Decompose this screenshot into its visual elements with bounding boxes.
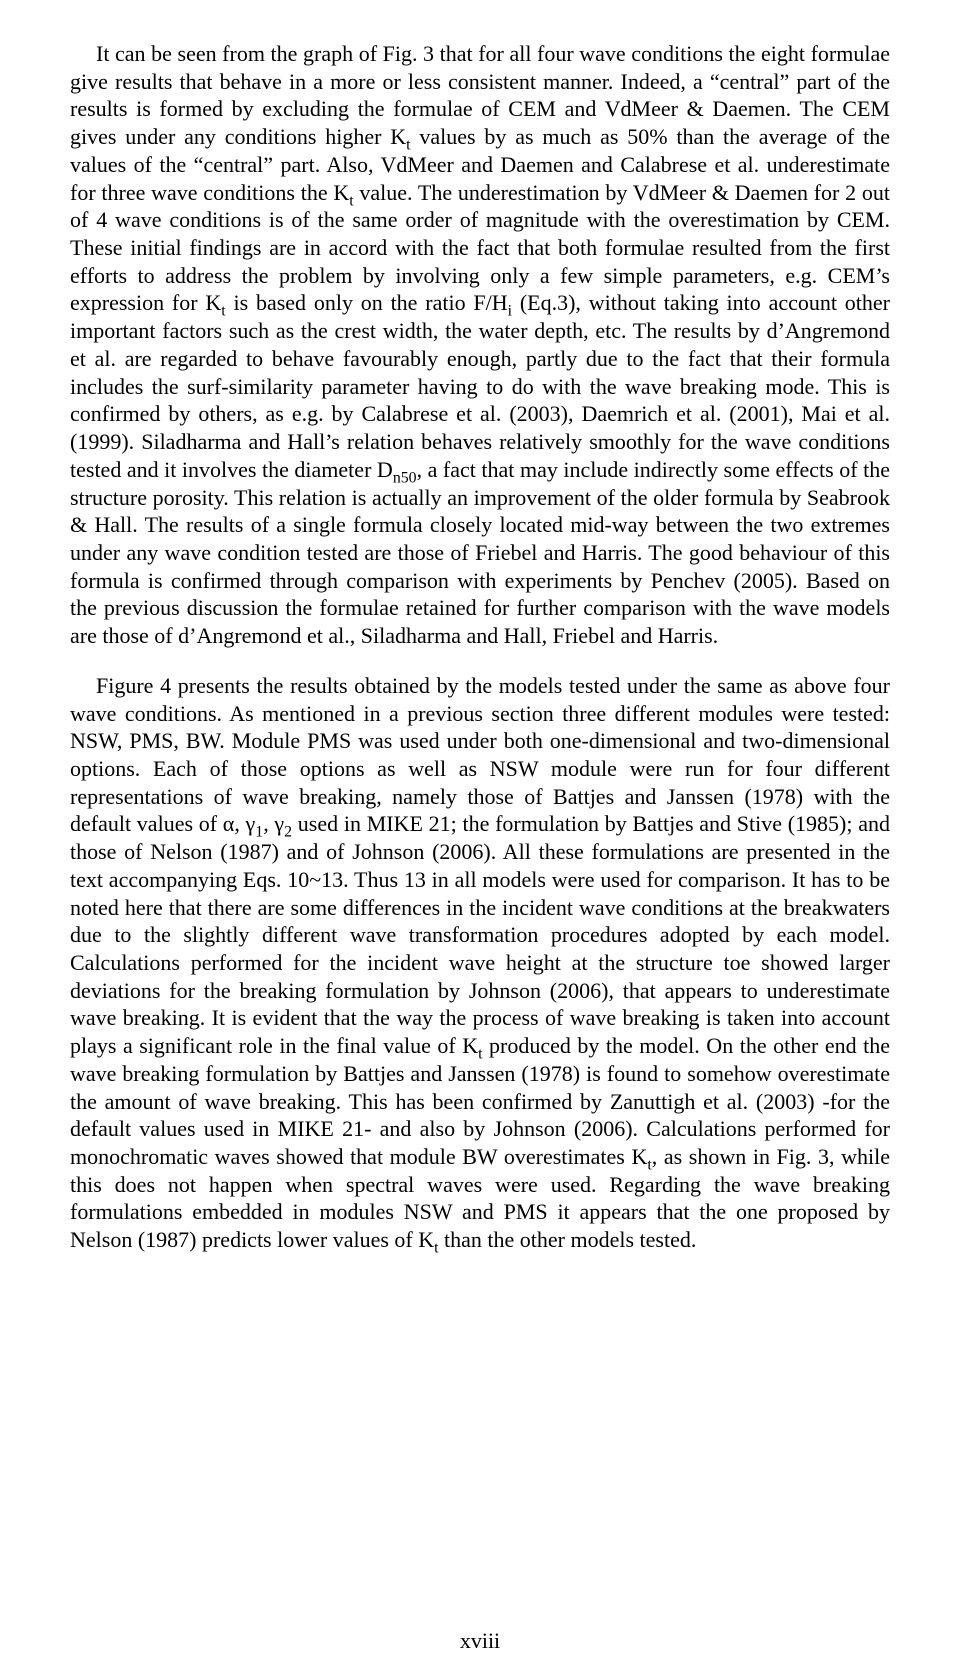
page-number: xviii [0, 1628, 960, 1654]
paragraph-2-text: Figure 4 presents the results obtained b… [70, 673, 890, 1252]
page: It can be seen from the graph of Fig. 3 … [0, 0, 960, 1678]
body-paragraph-2: Figure 4 presents the results obtained b… [70, 672, 890, 1254]
paragraph-1-text: It can be seen from the graph of Fig. 3 … [70, 41, 890, 648]
body-paragraph-1: It can be seen from the graph of Fig. 3 … [70, 40, 890, 650]
